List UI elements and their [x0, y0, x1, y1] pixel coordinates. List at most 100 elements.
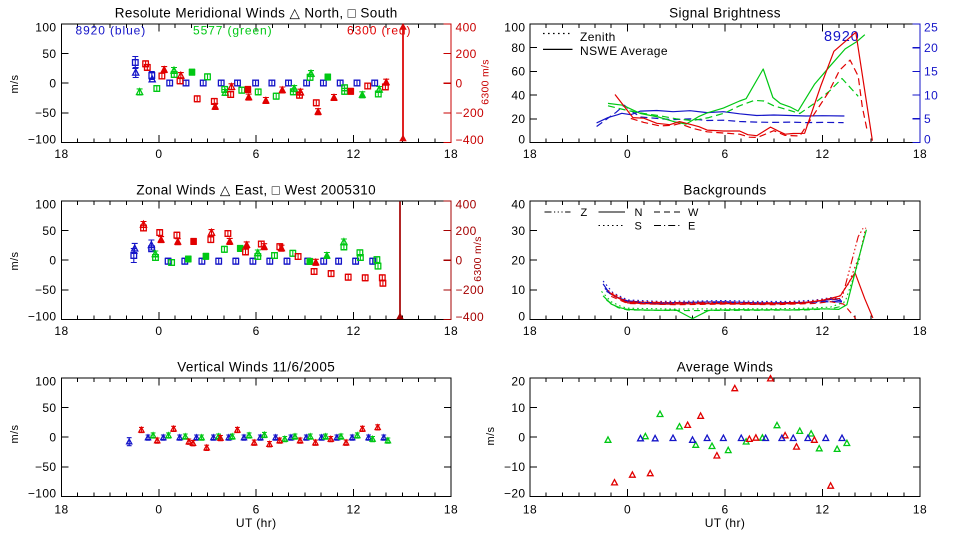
svg-text:20: 20 [511, 375, 525, 389]
svg-text:−200: −200 [456, 106, 485, 120]
svg-text:25: 25 [924, 21, 938, 35]
svg-text:−100: −100 [28, 487, 57, 501]
svg-text:−400: −400 [456, 133, 485, 147]
svg-text:0: 0 [624, 503, 631, 517]
svg-text:−100: −100 [28, 310, 57, 324]
svg-text:100: 100 [35, 198, 56, 212]
svg-text:UT (hr): UT (hr) [705, 516, 746, 530]
svg-text:10: 10 [511, 401, 525, 415]
svg-text:18: 18 [444, 324, 458, 338]
svg-text:40: 40 [511, 198, 525, 212]
svg-text:30: 30 [511, 224, 525, 238]
svg-text:18: 18 [523, 147, 537, 161]
svg-text:6: 6 [253, 324, 260, 338]
svg-text:18: 18 [54, 324, 68, 338]
svg-text:12: 12 [815, 147, 829, 161]
svg-text:0: 0 [49, 253, 56, 267]
svg-text:18: 18 [523, 324, 537, 338]
svg-text:18: 18 [54, 147, 68, 161]
svg-text:0: 0 [49, 77, 56, 91]
svg-text:18: 18 [444, 503, 458, 517]
svg-text:8920 (blue): 8920 (blue) [76, 24, 147, 38]
svg-text:12: 12 [347, 503, 361, 517]
svg-text:200: 200 [456, 47, 477, 61]
svg-text:Vertical Winds 11/6/2005: Vertical Winds 11/6/2005 [177, 360, 335, 375]
svg-text:−200: −200 [456, 283, 485, 297]
svg-text:20: 20 [924, 41, 938, 55]
svg-text:Zonal Winds △ East, □ West 200: Zonal Winds △ East, □ West 2005310 [136, 183, 376, 198]
svg-text:10: 10 [511, 283, 525, 297]
svg-text:5: 5 [924, 112, 931, 126]
svg-text:Resolute Meridional Winds △ N: Resolute Meridional Winds △ North, □ Sou… [115, 6, 398, 21]
svg-text:5577 (green): 5577 (green) [193, 24, 273, 38]
svg-text:10: 10 [924, 88, 938, 102]
svg-text:0: 0 [155, 503, 162, 517]
svg-text:NSWE Average: NSWE Average [580, 44, 668, 58]
svg-text:18: 18 [913, 147, 927, 161]
svg-text:6300 m/s: 6300 m/s [472, 236, 484, 282]
svg-text:−50: −50 [35, 106, 57, 120]
svg-text:6: 6 [721, 147, 728, 161]
svg-text:50: 50 [42, 47, 56, 61]
svg-text:0: 0 [456, 253, 463, 267]
svg-text:12: 12 [347, 147, 361, 161]
svg-text:6: 6 [253, 503, 260, 517]
svg-text:100: 100 [504, 21, 525, 35]
svg-text:−50: −50 [35, 283, 57, 297]
svg-text:UT (hr): UT (hr) [236, 516, 277, 530]
svg-text:18: 18 [913, 503, 927, 517]
svg-text:12: 12 [347, 324, 361, 338]
svg-text:6300 (red): 6300 (red) [347, 24, 411, 38]
svg-text:0: 0 [518, 310, 525, 324]
svg-text:−100: −100 [28, 133, 57, 147]
svg-text:50: 50 [42, 224, 56, 238]
svg-text:Average Winds: Average Winds [677, 360, 774, 375]
svg-text:12: 12 [815, 324, 829, 338]
svg-text:−10: −10 [504, 460, 526, 474]
svg-text:20: 20 [511, 112, 525, 126]
svg-text:−20: −20 [504, 487, 526, 501]
svg-text:6: 6 [721, 503, 728, 517]
svg-text:S: S [635, 221, 643, 233]
svg-text:m/s: m/s [9, 424, 21, 443]
svg-text:Backgrounds: Backgrounds [683, 183, 766, 198]
svg-text:N: N [635, 207, 643, 219]
svg-text:18: 18 [54, 503, 68, 517]
svg-text:m/s: m/s [9, 251, 21, 270]
svg-text:15: 15 [924, 65, 938, 79]
svg-text:100: 100 [35, 21, 56, 35]
svg-text:0: 0 [924, 133, 931, 147]
svg-text:0: 0 [456, 77, 463, 91]
svg-text:50: 50 [42, 401, 56, 415]
svg-text:−400: −400 [456, 310, 485, 324]
svg-text:40: 40 [511, 88, 525, 102]
svg-text:m/s: m/s [485, 426, 497, 445]
svg-text:Zenith: Zenith [580, 30, 616, 44]
svg-text:W: W [688, 207, 699, 219]
svg-text:18: 18 [913, 324, 927, 338]
svg-text:6: 6 [253, 147, 260, 161]
svg-text:18: 18 [444, 147, 458, 161]
svg-text:Z: Z [581, 207, 588, 219]
svg-text:400: 400 [456, 198, 477, 212]
svg-text:0: 0 [518, 430, 525, 444]
svg-text:0: 0 [624, 147, 631, 161]
svg-text:0: 0 [155, 147, 162, 161]
svg-text:6300 m/s: 6300 m/s [480, 59, 492, 105]
svg-text:m/s: m/s [9, 74, 21, 93]
svg-text:12: 12 [815, 503, 829, 517]
svg-text:E: E [688, 221, 696, 233]
svg-text:0: 0 [518, 133, 525, 147]
svg-text:0: 0 [155, 324, 162, 338]
svg-text:20: 20 [511, 253, 525, 267]
svg-text:200: 200 [456, 224, 477, 238]
svg-text:80: 80 [511, 41, 525, 55]
svg-text:18: 18 [523, 503, 537, 517]
svg-text:Signal Brightness: Signal Brightness [669, 6, 781, 21]
svg-text:8920: 8920 [824, 29, 859, 45]
svg-text:0: 0 [49, 430, 56, 444]
svg-text:6: 6 [721, 324, 728, 338]
svg-text:60: 60 [511, 65, 525, 79]
svg-text:400: 400 [456, 21, 477, 35]
svg-text:−50: −50 [35, 460, 57, 474]
